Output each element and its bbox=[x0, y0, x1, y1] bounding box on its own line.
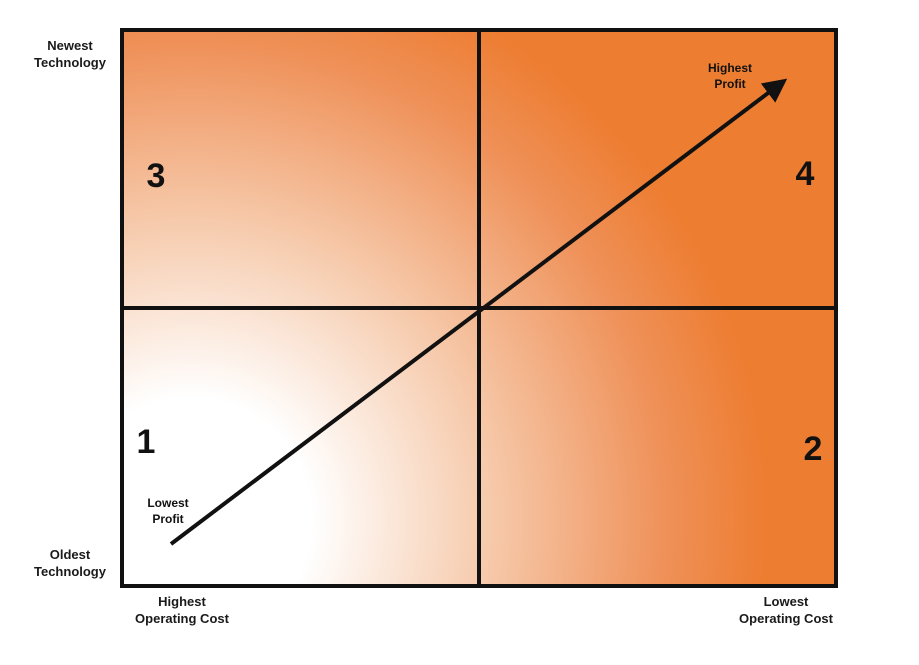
y-axis-top-label: Newest Technology bbox=[22, 37, 118, 71]
quadrant-number-1: 1 bbox=[137, 423, 156, 461]
arrow-start-label-line-1: Lowest bbox=[147, 496, 188, 510]
y-axis-bottom-label-line-2: Technology bbox=[34, 564, 106, 579]
x-axis-left-label-line-2: Operating Cost bbox=[135, 611, 229, 626]
x-axis-right-label-line-2: Operating Cost bbox=[739, 611, 833, 626]
y-axis-bottom-label: Oldest Technology bbox=[22, 546, 118, 580]
y-axis-top-label-line-1: Newest bbox=[47, 38, 93, 53]
diagram-border bbox=[120, 28, 838, 588]
arrow-end-label-line-1: Highest bbox=[708, 61, 752, 75]
quadrant-number-4: 4 bbox=[796, 155, 815, 193]
x-axis-left-label: Highest Operating Cost bbox=[112, 593, 252, 627]
y-axis-bottom-label-line-1: Oldest bbox=[49, 547, 91, 562]
arrow-start-label-line-2: Profit bbox=[152, 512, 183, 526]
x-axis-right-label-line-1: Lowest bbox=[763, 594, 809, 609]
x-axis-left-label-line-1: Highest bbox=[158, 594, 206, 609]
x-axis-right-label: Lowest Operating Cost bbox=[716, 593, 856, 627]
quadrant-number-2: 2 bbox=[804, 430, 823, 468]
arrow-end-label-line-2: Profit bbox=[714, 77, 745, 91]
quadrant-number-3: 3 bbox=[147, 157, 166, 195]
y-axis-top-label-line-2: Technology bbox=[34, 55, 106, 70]
profit-arrow bbox=[169, 78, 788, 546]
